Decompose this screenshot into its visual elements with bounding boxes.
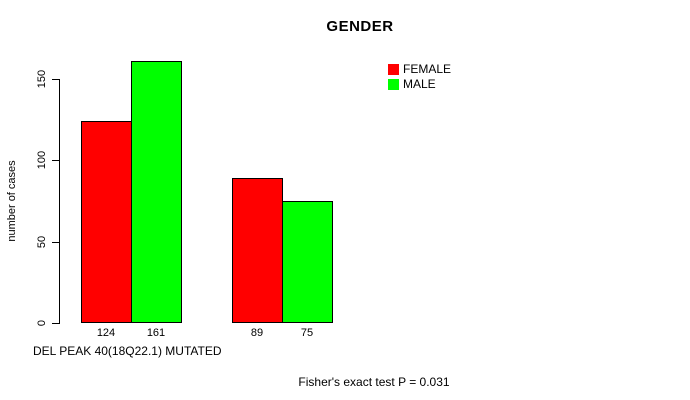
bar-value-label: 161 xyxy=(146,327,166,339)
bar-male-group-2 xyxy=(282,201,333,323)
legend-label-female: FEMALE xyxy=(403,62,452,76)
y-axis-line xyxy=(59,79,60,324)
stat-annotation: Fisher's exact test P = 0.031 xyxy=(298,375,450,389)
legend: FEMALE MALE xyxy=(388,63,451,90)
y-tick-label: 100 xyxy=(36,150,48,170)
bar-value-label: 124 xyxy=(96,327,116,339)
y-tick-label: 0 xyxy=(36,319,48,327)
bar-male-group-1 xyxy=(131,61,182,323)
y-tick-label: 50 xyxy=(36,235,48,249)
bar-female-group-2 xyxy=(232,178,283,323)
bar-value-label: 75 xyxy=(300,327,314,339)
legend-item-male: MALE xyxy=(388,78,451,90)
chart-title: GENDER xyxy=(326,18,394,35)
x-axis-label: DEL PEAK 40(18Q22.1) MUTATED xyxy=(33,344,222,358)
legend-swatch-male xyxy=(388,78,399,90)
bar-female-group-1 xyxy=(81,121,132,323)
legend-swatch-female xyxy=(388,63,399,75)
y-tick-mark xyxy=(52,242,59,243)
y-tick-mark xyxy=(52,323,59,324)
bar-value-label: 89 xyxy=(250,327,264,339)
legend-item-female: FEMALE xyxy=(388,63,451,75)
y-tick-mark xyxy=(52,160,59,161)
y-tick-label: 150 xyxy=(36,69,48,89)
y-axis-title: number of cases xyxy=(6,160,18,242)
y-tick-mark xyxy=(52,79,59,80)
legend-label-male: MALE xyxy=(403,77,436,91)
